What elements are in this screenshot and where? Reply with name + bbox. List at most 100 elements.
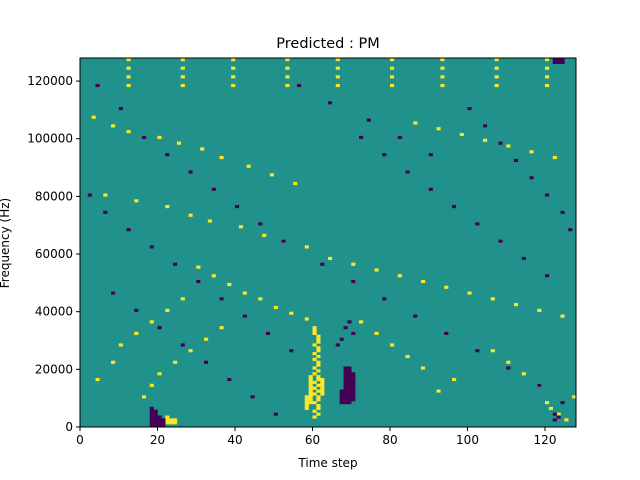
- heatmap-cell-low: [343, 366, 348, 370]
- heatmap-cell-low: [343, 372, 348, 376]
- heatmap-cell-high: [285, 58, 290, 62]
- heatmap-cell-high: [200, 147, 205, 151]
- heatmap-cell-low: [161, 421, 166, 425]
- heatmap-cell-low: [153, 418, 158, 422]
- heatmap-cell-high: [316, 403, 321, 408]
- heatmap-cell-high: [308, 375, 313, 379]
- heatmap-cell-high: [231, 75, 236, 79]
- heatmap-cell-high: [126, 58, 131, 62]
- heatmap-cell-high: [390, 58, 395, 62]
- heatmap-cell-high: [316, 383, 321, 387]
- heatmap-cell-high: [320, 383, 325, 387]
- heatmap-cell-high: [545, 58, 550, 62]
- y-tick-label: 100000: [27, 132, 73, 146]
- heatmap-cell-high: [397, 274, 402, 278]
- heatmap-cell-high: [111, 124, 116, 128]
- x-tick-label: 0: [76, 433, 84, 447]
- heatmap-cell-high: [545, 83, 550, 88]
- heatmap-cell-low: [560, 60, 565, 65]
- heatmap-cell-high: [169, 421, 174, 425]
- heatmap-cell-low: [347, 320, 352, 324]
- heatmap-cell-high: [211, 274, 216, 278]
- heatmap-cell-high: [180, 75, 185, 79]
- heatmap-cell-low: [506, 366, 511, 370]
- heatmap-cell-low: [149, 421, 154, 425]
- heatmap-cell-high: [405, 354, 410, 359]
- heatmap-cell-high: [552, 156, 557, 160]
- heatmap-cell-high: [126, 130, 131, 134]
- heatmap-cell-high: [390, 83, 395, 88]
- heatmap-cell-high: [506, 144, 511, 148]
- heatmap-cell-low: [219, 297, 224, 301]
- heatmap-cell-high: [390, 66, 395, 70]
- heatmap-cell-low: [227, 377, 232, 382]
- heatmap-cell-low: [382, 153, 387, 157]
- heatmap-cell-high: [359, 320, 364, 324]
- heatmap-cell-high: [316, 354, 321, 359]
- heatmap-cell-high: [494, 58, 499, 62]
- heatmap-cell-high: [173, 360, 178, 364]
- heatmap-cell-high: [316, 375, 321, 379]
- heatmap-cell-high: [304, 395, 309, 399]
- heatmap-cell-high: [308, 377, 313, 382]
- heatmap-cell-high: [312, 343, 317, 347]
- heatmap-cell-high: [316, 412, 321, 416]
- heatmap-cell-high: [149, 320, 154, 324]
- x-tick-label: 20: [150, 433, 165, 447]
- heatmap-cell-high: [316, 395, 321, 399]
- heatmap-cell-low: [343, 395, 348, 399]
- heatmap-cell-high: [320, 380, 325, 385]
- heatmap-cell-low: [452, 205, 457, 209]
- heatmap-cell-low: [347, 386, 352, 390]
- heatmap-cell-high: [165, 421, 170, 425]
- heatmap-cell-low: [351, 372, 356, 376]
- y-tick-label: 0: [65, 420, 73, 434]
- heatmap-cell-high: [440, 66, 445, 70]
- heatmap-cell-low: [351, 389, 356, 393]
- heatmap-cell-low: [157, 418, 162, 422]
- heatmap-cell-high: [316, 398, 321, 402]
- heatmap-cell-high: [165, 418, 170, 422]
- heatmap-cell-high: [308, 392, 313, 396]
- heatmap-cell-high: [312, 357, 317, 361]
- heatmap-cell-low: [335, 343, 340, 347]
- heatmap-cell-low: [351, 375, 356, 379]
- heatmap-cell-high: [316, 360, 321, 364]
- y-tick-label: 80000: [35, 189, 73, 203]
- heatmap-cell-high: [134, 331, 139, 335]
- heatmap-cell-high: [157, 372, 162, 376]
- heatmap-cell-high: [494, 66, 499, 70]
- heatmap-cell-high: [308, 389, 313, 393]
- heatmap-cell-low: [359, 135, 364, 139]
- heatmap-cell-high: [490, 349, 495, 353]
- heatmap-cell-low: [556, 415, 561, 419]
- heatmap-cell-high: [494, 75, 499, 79]
- heatmap-cell-low: [242, 314, 247, 318]
- y-tick-label: 40000: [35, 305, 73, 319]
- heatmap-cell-high: [231, 83, 236, 88]
- heatmap-cell-low: [273, 412, 278, 416]
- heatmap-cell-high: [242, 291, 247, 295]
- heatmap-cell-low: [347, 375, 352, 379]
- heatmap-cell-high: [308, 380, 313, 385]
- heatmap-cell-low: [339, 398, 344, 402]
- heatmap-cell-high: [316, 334, 321, 338]
- heatmap-cell-low: [297, 83, 302, 88]
- heatmap-cell-low: [537, 383, 542, 387]
- heatmap-cell-low: [343, 389, 348, 393]
- heatmap-cell-low: [556, 58, 561, 62]
- heatmap-cell-high: [320, 392, 325, 396]
- heatmap-cell-low: [111, 291, 116, 295]
- heatmap-cell-high: [176, 141, 182, 145]
- heatmap-cell-high: [335, 66, 340, 70]
- heatmap-cell-low: [149, 406, 154, 410]
- heatmap-cell-high: [304, 403, 309, 408]
- heatmap-cell-high: [258, 297, 263, 301]
- heatmap-cell-low: [397, 135, 402, 139]
- heatmap-cell-low: [173, 262, 178, 266]
- heatmap-cell-low: [157, 421, 162, 425]
- heatmap-cell-low: [351, 377, 356, 382]
- x-axis-label: Time step: [297, 456, 357, 470]
- x-tick-label: 100: [456, 433, 479, 447]
- heatmap-cell-low: [153, 412, 158, 416]
